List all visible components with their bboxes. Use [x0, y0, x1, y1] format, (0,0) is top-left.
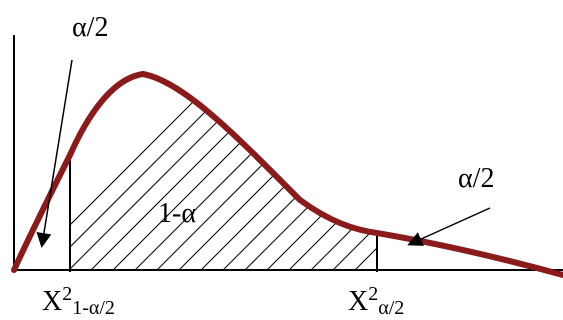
hatch-line: [283, 74, 377, 270]
hatch-line: [217, 74, 377, 270]
hatch-line: [261, 74, 377, 270]
hatch-line: [438, 55, 563, 275]
center-area-label: 1-α: [158, 198, 196, 229]
chi-lower-label: X21-α/2: [42, 283, 115, 319]
hatch-line: [327, 74, 377, 270]
alpha-half-right-label: α/2: [458, 163, 494, 194]
chi-lower-sub: 1-α/2: [72, 297, 115, 319]
chi-upper-sup: 2: [368, 283, 378, 305]
chi-upper-label: X2α/2: [348, 283, 404, 319]
hatch-line: [504, 55, 563, 275]
chi-lower-sup: 2: [62, 283, 72, 305]
hatch-line: [195, 74, 377, 270]
hatch-line: [548, 55, 563, 275]
left-tail-arrow: [36, 59, 73, 248]
alpha-half-left-label: α/2: [72, 12, 108, 43]
chi-upper-base: X: [348, 286, 368, 317]
chi-upper-sub: α/2: [378, 297, 404, 319]
chi-lower-base: X: [42, 286, 62, 317]
hatch-line: [349, 74, 377, 270]
right-tail-arrow: [407, 207, 491, 246]
hatch-line: [526, 55, 563, 275]
hatch-line: [305, 74, 377, 270]
